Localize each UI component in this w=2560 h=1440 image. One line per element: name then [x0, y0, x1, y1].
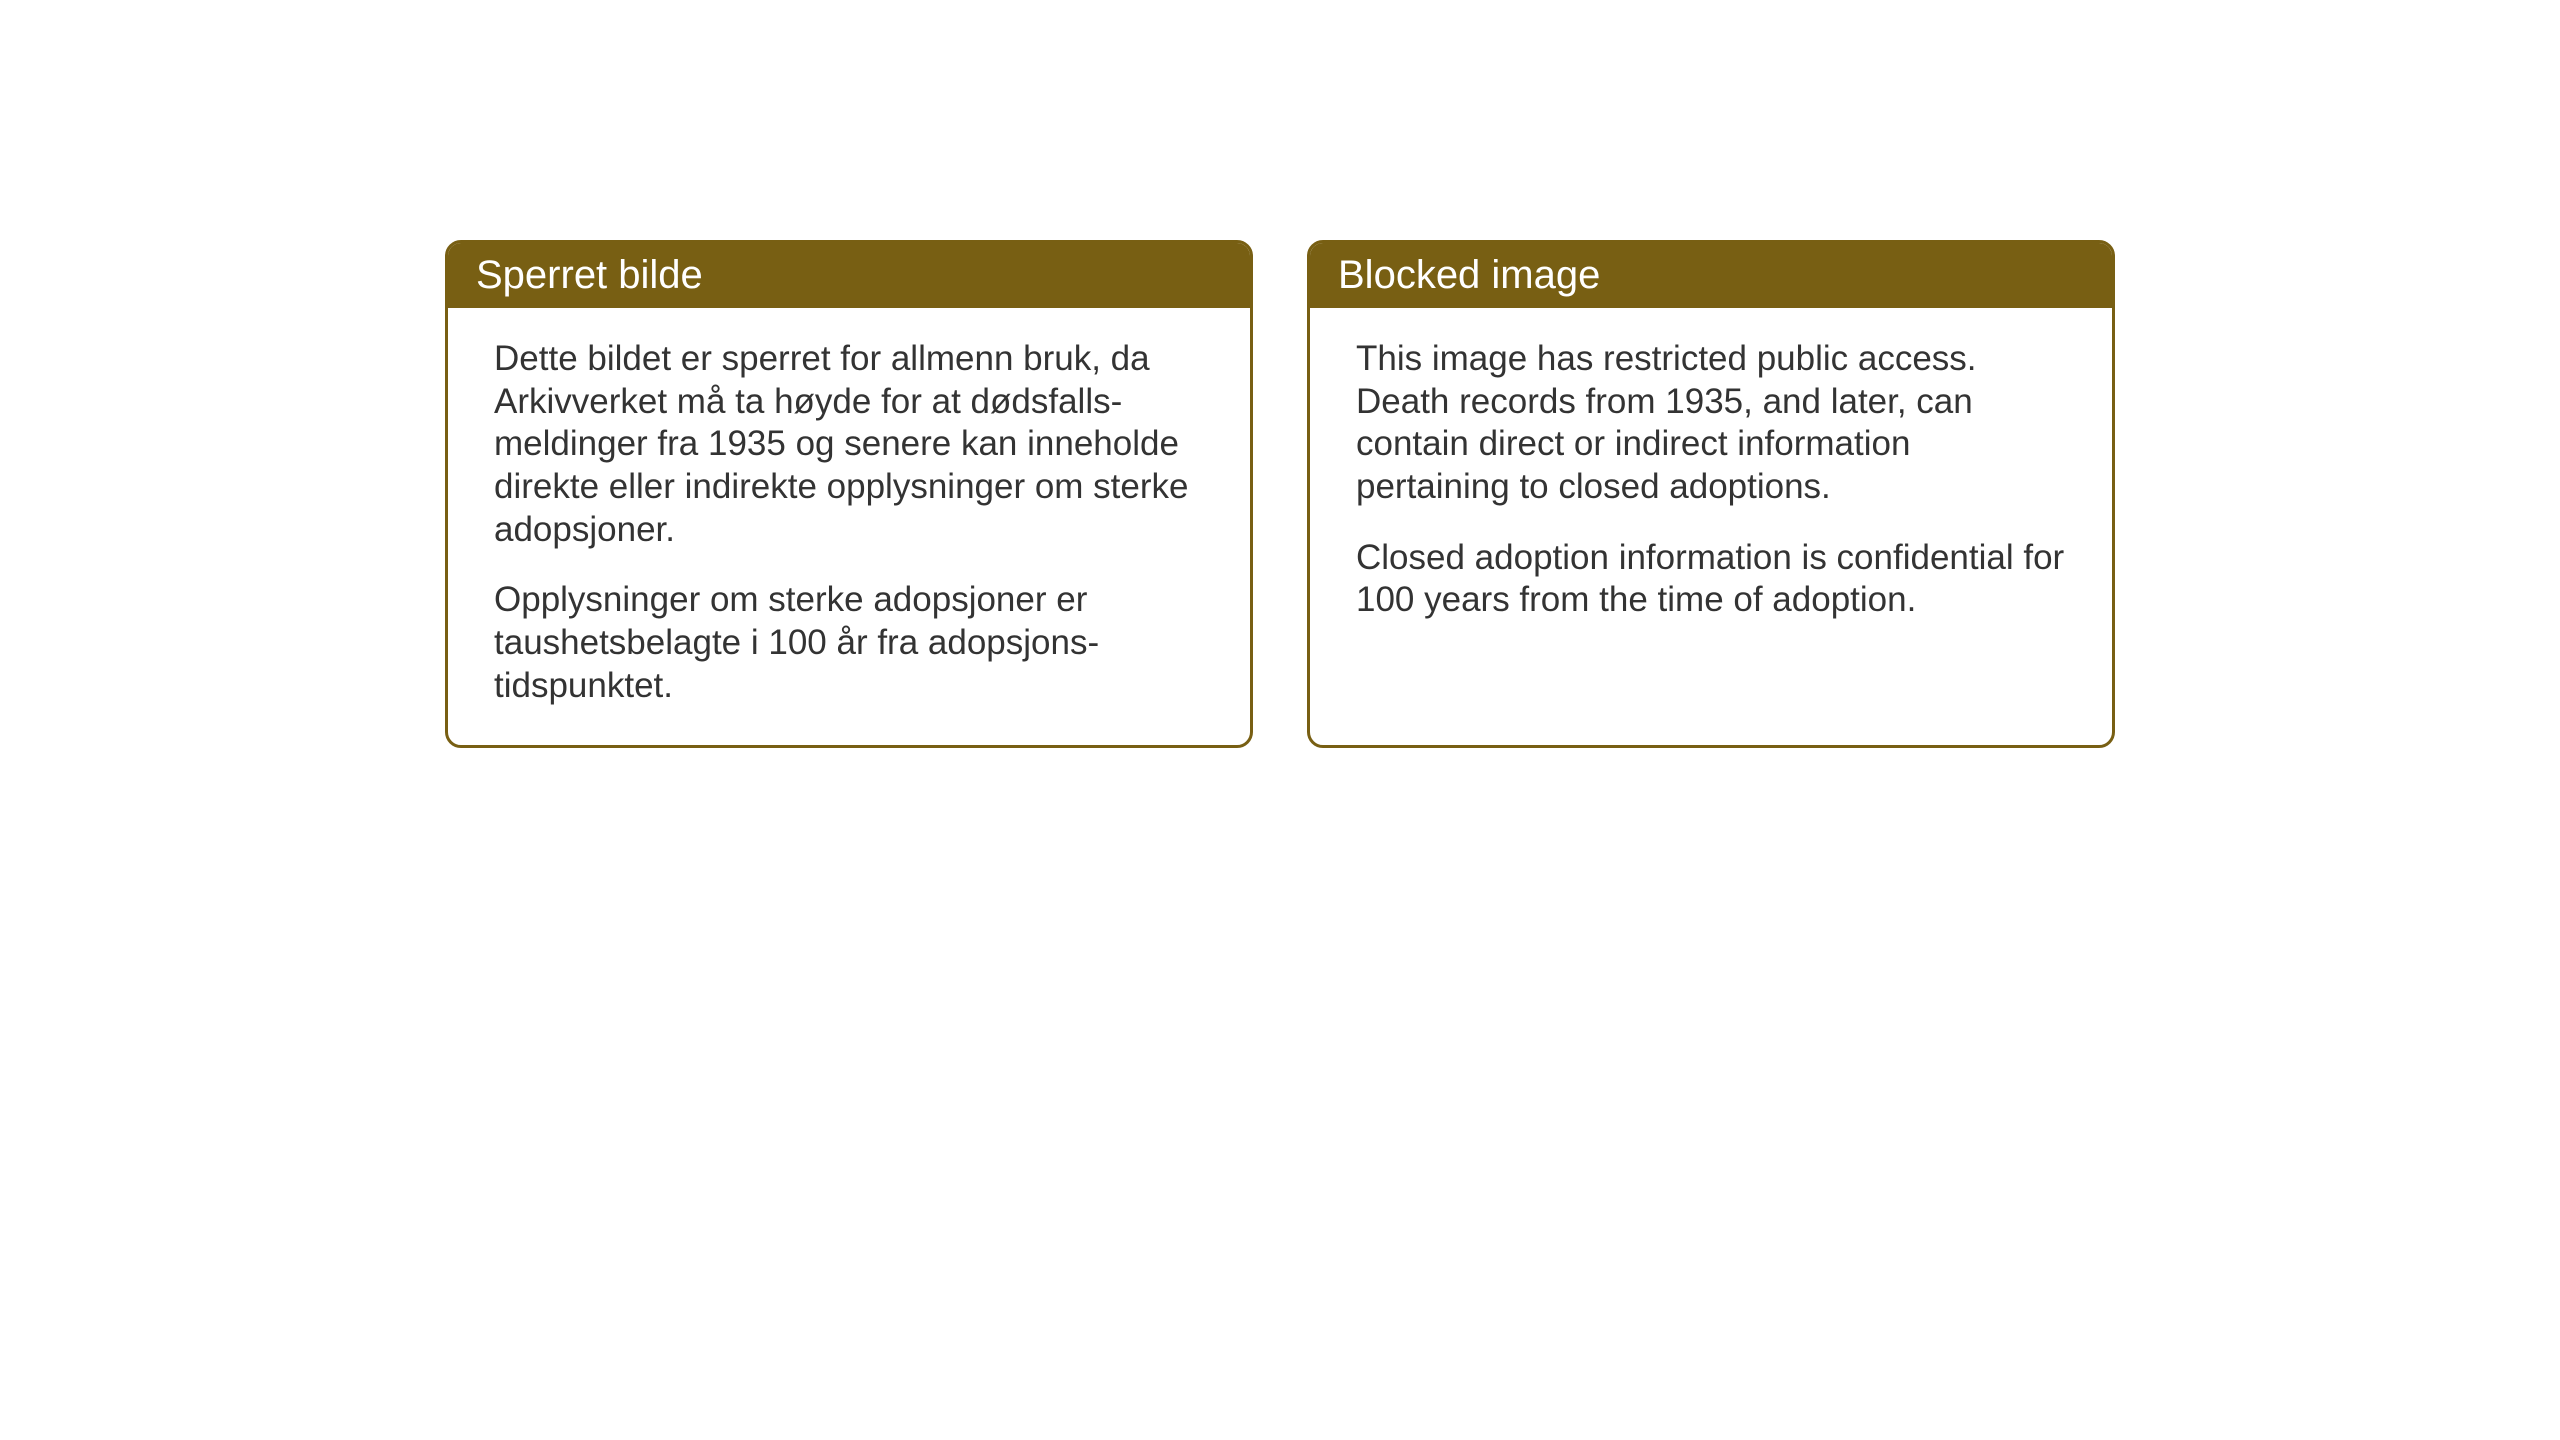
notice-paragraph-2-english: Closed adoption information is confident…: [1356, 537, 2066, 622]
notice-paragraph-1-english: This image has restricted public access.…: [1356, 338, 2066, 509]
blocked-image-card-english: Blocked image This image has restricted …: [1307, 240, 2115, 748]
notice-cards-container: Sperret bilde Dette bildet er sperret fo…: [445, 240, 2115, 748]
notice-paragraph-2-norwegian: Opplysninger om sterke adopsjoner er tau…: [494, 579, 1204, 707]
card-header-norwegian: Sperret bilde: [448, 243, 1250, 308]
notice-paragraph-1-norwegian: Dette bildet er sperret for allmenn bruk…: [494, 338, 1204, 551]
blocked-image-card-norwegian: Sperret bilde Dette bildet er sperret fo…: [445, 240, 1253, 748]
card-header-english: Blocked image: [1310, 243, 2112, 308]
card-body-english: This image has restricted public access.…: [1310, 308, 2112, 656]
card-body-norwegian: Dette bildet er sperret for allmenn bruk…: [448, 308, 1250, 742]
